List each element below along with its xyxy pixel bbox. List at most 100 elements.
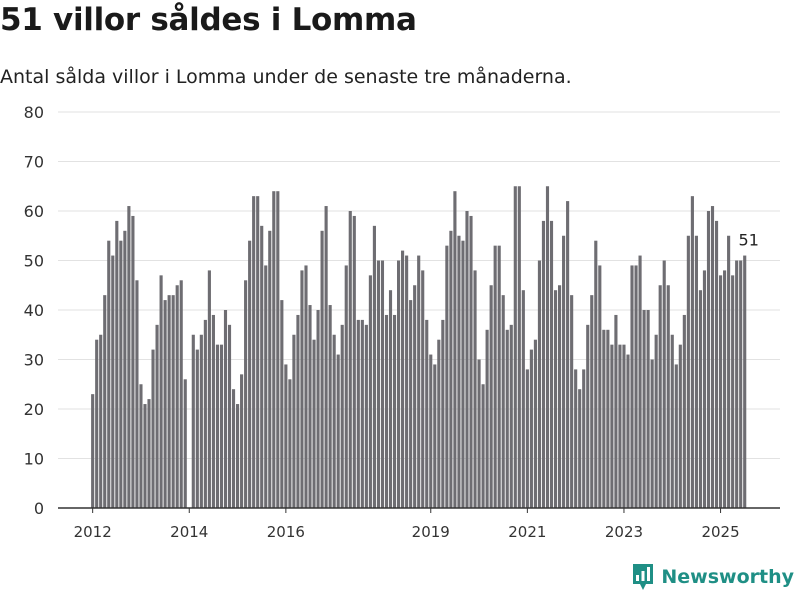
x-tick-label: 2019 [412, 523, 450, 541]
bar [658, 285, 662, 508]
bar [541, 220, 546, 508]
bar [340, 324, 344, 508]
bar [739, 260, 743, 508]
bar [304, 265, 308, 508]
bar [437, 339, 441, 508]
bar [610, 344, 614, 508]
bar [380, 260, 385, 508]
bar [723, 270, 727, 508]
bar [714, 220, 719, 508]
bar [562, 235, 566, 508]
bar [107, 240, 111, 508]
bar [155, 324, 159, 508]
y-tick-label: 60 [24, 202, 44, 221]
bar [537, 260, 542, 508]
x-tick-label: 2021 [508, 523, 546, 541]
bar [465, 211, 469, 508]
bar [698, 290, 703, 508]
bar [682, 314, 686, 508]
highlight-data-label: 51 [739, 231, 759, 250]
y-tick-label: 70 [24, 153, 44, 172]
bar [626, 354, 630, 508]
bar [284, 364, 288, 508]
bar [248, 240, 252, 508]
bar [469, 215, 473, 508]
bar [654, 334, 658, 508]
bar [545, 186, 550, 508]
x-tick-label: 2014 [170, 523, 208, 541]
bar [191, 334, 195, 508]
bar [417, 255, 421, 508]
bar [413, 285, 417, 508]
bar [618, 344, 622, 508]
bar [719, 275, 723, 508]
bar [678, 344, 682, 508]
bar [372, 225, 376, 508]
bar [614, 314, 618, 508]
bar [590, 295, 594, 508]
bar [167, 295, 171, 508]
bar [445, 245, 449, 508]
bar [328, 305, 332, 508]
newsworthy-brand: Newsworthy [631, 562, 794, 592]
bar [111, 255, 115, 508]
bar [99, 334, 103, 508]
bar [674, 364, 678, 508]
bar [320, 230, 324, 509]
bar [392, 314, 397, 508]
bar [256, 196, 260, 508]
bar [123, 230, 127, 509]
newsworthy-logo-icon [633, 564, 654, 590]
bar [252, 196, 256, 508]
bar [485, 329, 489, 508]
bar [441, 319, 445, 508]
bar [602, 329, 606, 508]
y-tick-label: 20 [24, 400, 44, 419]
bar [670, 334, 674, 508]
bar [457, 235, 461, 508]
bar [453, 191, 457, 508]
bar [280, 300, 284, 508]
bar [582, 369, 586, 508]
x-tick-label: 2012 [74, 523, 112, 541]
bar [276, 191, 280, 508]
bar [578, 389, 582, 508]
bar [630, 265, 634, 508]
bar [268, 230, 272, 509]
bar [702, 270, 707, 508]
bar [203, 319, 207, 508]
bar [127, 206, 131, 509]
bar [489, 285, 493, 508]
y-axis-labels: 0 10 20 30 40 50 60 70 80 [24, 103, 44, 518]
bar [397, 260, 401, 508]
bar [606, 329, 610, 508]
bar [260, 225, 264, 508]
bar [433, 364, 437, 508]
bar [115, 220, 119, 508]
bar [219, 344, 224, 508]
y-tick-label: 0 [34, 499, 44, 518]
bar [642, 310, 646, 508]
bar [236, 404, 240, 508]
bar [425, 319, 429, 508]
bar [666, 285, 670, 508]
chart-subtitle: Antal sålda villor i Lomma under de sena… [0, 66, 572, 88]
bar [119, 240, 123, 508]
bar [356, 319, 360, 508]
bar [324, 206, 328, 509]
bar [405, 255, 409, 508]
bar [646, 310, 650, 508]
bar [710, 206, 715, 509]
bar [690, 196, 694, 508]
bar [135, 280, 139, 508]
bar [533, 339, 537, 508]
bar [91, 394, 95, 508]
bar [171, 295, 175, 508]
bars [91, 186, 747, 509]
bar [364, 324, 368, 508]
bar [497, 245, 501, 508]
bar [131, 215, 135, 508]
bar [288, 379, 292, 508]
bar [622, 344, 626, 508]
